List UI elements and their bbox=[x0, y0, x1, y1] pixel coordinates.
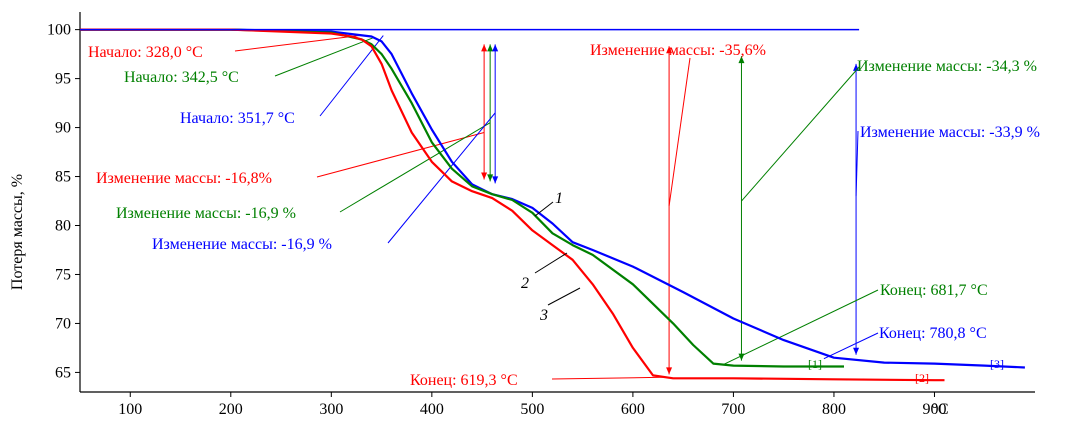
y-tick-label: 75 bbox=[55, 266, 71, 283]
end-marker-2: [2] bbox=[915, 371, 929, 385]
annotation-start3: Начало: 328,0 °C bbox=[88, 44, 203, 61]
end-marker-3: [3] bbox=[990, 357, 1004, 371]
annotation-end2: Конец: 681,7 °C bbox=[880, 282, 988, 299]
curve-label-1: 1 bbox=[555, 190, 563, 207]
y-tick-label: 85 bbox=[55, 169, 71, 186]
series-line-s3 bbox=[80, 28, 945, 382]
annotation-leader-line bbox=[274, 36, 375, 77]
annotation-texts: Начало: 328,0 °C Начало: 342,5 °C Начало… bbox=[88, 42, 1040, 389]
arrow-head bbox=[492, 44, 499, 52]
x-tick-label: 400 bbox=[420, 401, 444, 418]
x-tick-label: 600 bbox=[621, 401, 645, 418]
annotation-step2-1: Изменение массы: -33,9 % bbox=[860, 124, 1040, 141]
x-tick-label: 200 bbox=[219, 401, 243, 418]
annotation-leader-line bbox=[339, 122, 491, 213]
annotation-leader-line bbox=[316, 131, 485, 178]
y-axis-label: Потеря массы, % bbox=[9, 174, 26, 290]
annotation-leader-line bbox=[551, 376, 664, 380]
y-tick-label: 90 bbox=[55, 120, 71, 137]
y-tick-label: 70 bbox=[55, 315, 71, 332]
y-tick-label: 100 bbox=[47, 22, 71, 39]
x-axis-unit: °C bbox=[931, 401, 948, 418]
annotation-leader-line bbox=[387, 112, 496, 244]
end-markers: [1] [2] [3] bbox=[808, 357, 1004, 385]
annotation-step2-3: Изменение массы: -35,6% bbox=[590, 42, 766, 59]
annotation-leaders bbox=[234, 35, 879, 380]
annotation-step1-2: Изменение массы: -16,9 % bbox=[116, 205, 296, 222]
y-tick-label: 95 bbox=[55, 71, 71, 88]
curve-labels: 1 2 3 bbox=[521, 190, 581, 324]
annotation-leader-line bbox=[723, 289, 879, 366]
annotation-end3: Конец: 619,3 °C bbox=[410, 372, 518, 389]
x-tick-label: 100 bbox=[118, 401, 142, 418]
x-tick-label: 700 bbox=[721, 401, 745, 418]
end-marker-1: [1] bbox=[808, 357, 822, 371]
arrow-head bbox=[481, 172, 488, 180]
arrow-head bbox=[666, 46, 673, 54]
curve-label-3: 3 bbox=[539, 307, 548, 324]
curve-label-2: 2 bbox=[521, 275, 529, 292]
annotation-step1-1: Изменение массы: -16,9 % bbox=[152, 236, 332, 253]
annotation-start1: Начало: 351,7 °C bbox=[180, 110, 295, 127]
annotation-step1-3: Изменение массы: -16,8% bbox=[96, 170, 272, 187]
annotation-start2: Начало: 342,5 °C bbox=[124, 69, 239, 86]
x-tick-label: 300 bbox=[319, 401, 343, 418]
annotation-step2-2: Изменение массы: -34,3 % bbox=[857, 58, 1037, 75]
annotation-leader-line bbox=[855, 130, 859, 197]
annotation-end1: Конец: 780,8 °C bbox=[879, 325, 987, 342]
arrow-head bbox=[487, 44, 494, 52]
x-ticks: 100 200 300 400 500 600 700 800 900 bbox=[118, 392, 946, 418]
x-tick-label: 500 bbox=[520, 401, 544, 418]
mass-change-arrows bbox=[481, 44, 860, 375]
x-tick-label: 800 bbox=[822, 401, 846, 418]
arrow-head bbox=[738, 56, 745, 64]
arrow-head bbox=[481, 44, 488, 52]
arrow-head bbox=[853, 347, 860, 355]
annotation-leader-line bbox=[823, 332, 879, 360]
arrow-head bbox=[666, 367, 673, 375]
x-tick-label: 900 bbox=[922, 401, 946, 418]
series-group bbox=[80, 28, 1025, 382]
annotation-leader-line bbox=[234, 35, 360, 52]
y-tick-label: 65 bbox=[55, 364, 71, 381]
arrow-head bbox=[492, 176, 499, 184]
annotation-leader-line bbox=[668, 57, 691, 206]
y-ticks: 65 70 75 80 85 90 95 100 bbox=[47, 22, 80, 381]
series-line-s1 bbox=[80, 28, 1025, 369]
annotation-leader-line bbox=[741, 65, 861, 202]
y-tick-label: 80 bbox=[55, 218, 71, 235]
arrow-head bbox=[487, 174, 494, 182]
